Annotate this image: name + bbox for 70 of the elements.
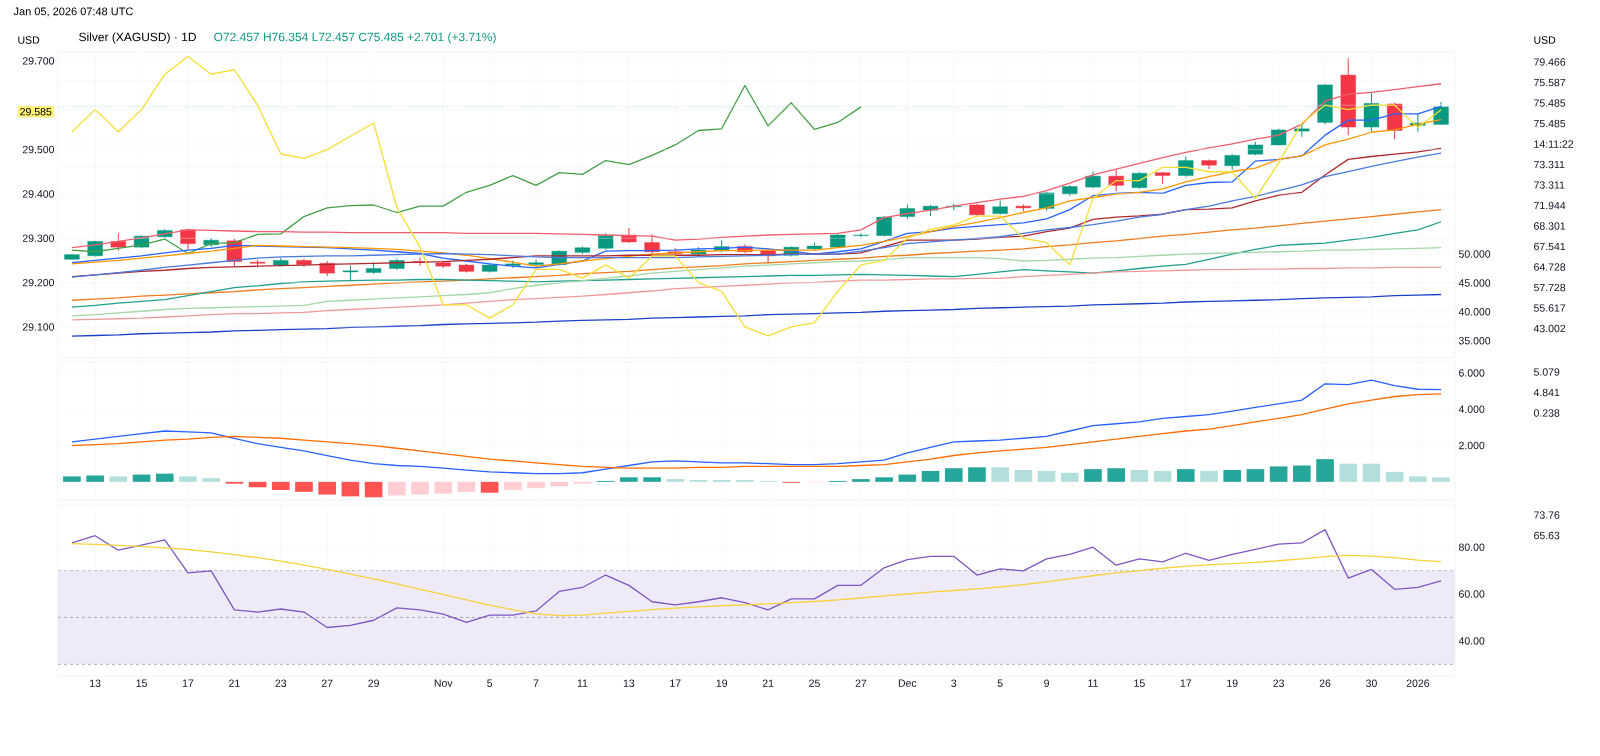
x-tick-label: 13 — [623, 679, 635, 687]
x-tick-label: 23 — [1273, 679, 1285, 687]
y2-tick-label: 29.500 — [22, 145, 55, 154]
text: 71.944 — [1534, 201, 1566, 210]
x-tick-label: 11 — [577, 679, 588, 687]
text: 14:11:22 — [1534, 140, 1574, 148]
x-tick-label: 5 — [487, 679, 493, 687]
y-tick-label: 40.000 — [1458, 308, 1491, 316]
x-tick-label: 17 — [182, 679, 194, 687]
text: 75.587 — [1534, 78, 1566, 87]
x-tick-label: 13 — [90, 679, 101, 687]
y-axis-title: USD — [1534, 36, 1556, 44]
text: 4.841 — [1533, 388, 1560, 397]
y2-tick-label: 29.200 — [22, 278, 55, 287]
x-tick-label: 19 — [1227, 679, 1238, 687]
x-tick-label: 5 — [997, 679, 1003, 687]
y-tick-label: 40.00 — [1458, 637, 1485, 645]
y2-tick-label: 29.400 — [22, 190, 55, 198]
text: 0.238 — [1533, 409, 1560, 417]
x-tick-label: 2026 — [1406, 679, 1430, 687]
y-tick-label: 45.000 — [1458, 279, 1491, 287]
x-tick-label: 23 — [275, 679, 287, 687]
text: 64.728 — [1534, 263, 1566, 271]
y-tick-label: 50.000 — [1458, 250, 1491, 258]
x-tick-label: 7 — [533, 679, 539, 687]
x-tick-label: 30 — [1366, 679, 1377, 687]
text: 73.311 — [1534, 160, 1565, 169]
x-tick-label: 25 — [809, 679, 820, 687]
x-tick-label: 17 — [1180, 679, 1192, 687]
y-tick-label: 80.00 — [1458, 543, 1485, 551]
x-tick-label: 26 — [1319, 679, 1331, 687]
x-tick-label: 19 — [716, 679, 728, 687]
chart-subtitle: O72.457 H76.354 L72.457 C75.485 +2.701 (+3.71%) — [214, 32, 496, 44]
x-tick-label: 3 — [951, 679, 957, 687]
x-tick-label: Dec — [898, 679, 917, 687]
text: 43.002 — [1533, 324, 1566, 333]
y-tick-label: 4.000 — [1458, 405, 1485, 413]
text: 65.63 — [1534, 531, 1560, 540]
text: 5.079 — [1533, 368, 1560, 376]
text: 75.485 — [1534, 99, 1566, 107]
x-tick-label: Nov — [434, 679, 453, 687]
text: 73.311 — [1534, 181, 1565, 189]
y-tick-label: 6.000 — [1459, 369, 1485, 377]
text: 67.541 — [1534, 242, 1566, 251]
y2-axis-title: USD — [18, 36, 40, 44]
x-tick-label: 11 — [1088, 679, 1098, 687]
x-tick-label: 27 — [855, 679, 867, 687]
y-tick-label: 35.000 — [1458, 336, 1491, 345]
text: 79.466 — [1534, 58, 1566, 66]
x-tick-label: 17 — [670, 679, 681, 687]
y2-tick-label: 29.100 — [22, 323, 55, 331]
text: 75.485 — [1534, 119, 1566, 128]
y2-tick-label: 29.700 — [22, 57, 55, 65]
x-tick-label: 21 — [762, 679, 774, 687]
x-tick-label: 27 — [321, 679, 333, 687]
text: Jan 05, 2026 07:48 UTC — [13, 7, 133, 17]
text: 57.728 — [1533, 283, 1566, 292]
x-tick-label: 15 — [1134, 679, 1145, 687]
y2-tick-label: 29.300 — [22, 234, 55, 242]
text: 73.76 — [1534, 511, 1560, 519]
x-tick-label: 15 — [136, 679, 147, 687]
x-tick-label: 29 — [368, 679, 379, 687]
text: 55.617 — [1533, 304, 1566, 312]
y-tick-label: 60.00 — [1459, 590, 1485, 598]
x-tick-label: 21 — [229, 679, 240, 687]
text: 68.301 — [1534, 222, 1566, 230]
x-tick-label: 9 — [1044, 679, 1049, 687]
chart-title: Silver (XAGUSD) · 1D — [79, 32, 196, 44]
y-tick-label: 2.000 — [1459, 441, 1485, 450]
text: 29.585 — [20, 107, 52, 116]
